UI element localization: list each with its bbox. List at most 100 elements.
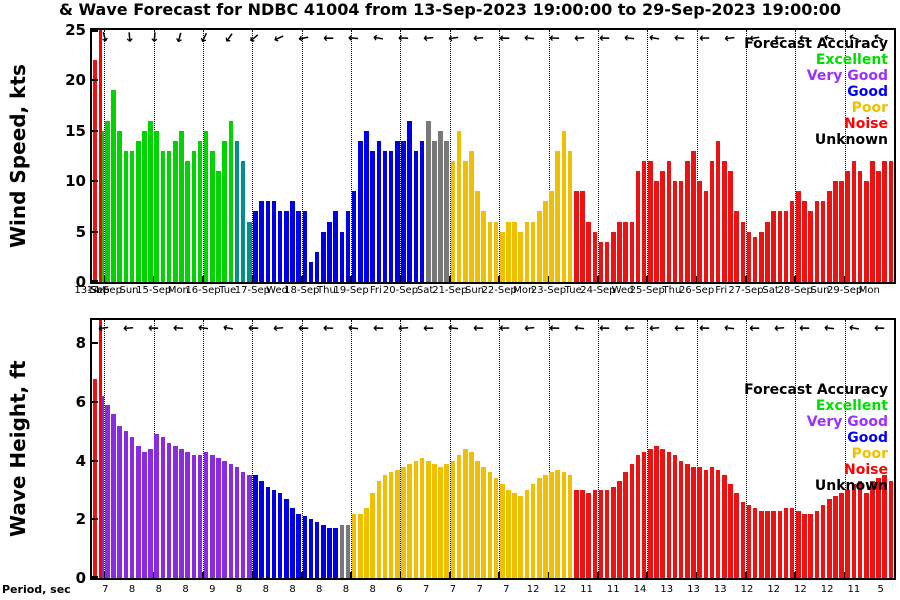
forecast-bar [666, 451, 672, 578]
x-tick-mark [152, 276, 155, 282]
x-tick-mark [103, 572, 106, 578]
forecast-bar [648, 161, 653, 282]
wave-height-chart: Forecast Accuracy Excellent Very Good Good… [76, 318, 896, 587]
period-value: 11 [606, 584, 620, 595]
forecast-bar [265, 201, 271, 282]
day-gridline [104, 320, 106, 578]
forecast-bar [173, 140, 178, 282]
direction-arrow-icon: → [244, 28, 263, 47]
forecast-bar [561, 130, 567, 282]
direction-arrow-icon: → [196, 319, 210, 336]
x-weekday-label: Thu [317, 285, 336, 296]
x-tick-mark [794, 572, 797, 578]
forecast-bar [339, 231, 345, 282]
forecast-bar [543, 201, 548, 282]
forecast-bar [857, 481, 863, 578]
forecast-bar [321, 231, 326, 282]
x-tick-mark [547, 572, 550, 578]
direction-arrow-icon: → [698, 29, 711, 46]
forecast-bar [586, 221, 591, 282]
forecast-bar [789, 201, 795, 282]
forecast-bar [129, 437, 135, 578]
legend-item-very-good: Very Good [806, 68, 888, 84]
legend-item-noise: Noise [844, 116, 888, 132]
forecast-bar [376, 140, 382, 282]
forecast-bar [358, 140, 363, 282]
forecast-bar [154, 130, 160, 282]
forecast-bar [685, 161, 690, 282]
forecast-bar [92, 60, 98, 282]
y-tick-label: 5 [75, 222, 86, 241]
forecast-bar [740, 221, 746, 282]
direction-arrow-icon: → [548, 319, 560, 336]
forecast-bar [148, 120, 153, 282]
forecast-bar [191, 150, 197, 282]
forecast-bar [765, 221, 770, 282]
forecast-bar [228, 463, 234, 578]
forecast-bar [796, 510, 801, 578]
x-date-label: 20-Sep [382, 285, 419, 296]
forecast-bar [444, 463, 449, 578]
period-value: 7 [102, 584, 109, 595]
direction-arrow-icon: → [447, 29, 461, 46]
direction-arrow-icon: → [847, 319, 862, 336]
legend-item-excellent: Excellent [815, 52, 888, 68]
forecast-bar [765, 510, 770, 578]
forecast-bar [179, 130, 184, 282]
day-gridline [499, 30, 501, 282]
forecast-bar [234, 140, 240, 282]
x-tick-mark [596, 276, 599, 282]
direction-arrow-icon: → [874, 319, 886, 336]
x-weekday-label: Mon [513, 285, 535, 296]
day-gridline [647, 320, 649, 578]
period-value: 8 [369, 584, 376, 595]
x-weekday-label: Wed [611, 285, 634, 296]
direction-arrow-icon: → [498, 319, 510, 336]
forecast-bar [722, 161, 727, 282]
forecast-bar [92, 378, 98, 578]
forecast-bar [160, 437, 166, 578]
x-tick-mark [350, 276, 353, 282]
day-gridline [844, 320, 846, 578]
direction-arrow-icon: → [172, 319, 184, 336]
x-weekday-label: Tue [564, 285, 582, 296]
period-value: 7 [503, 584, 510, 595]
direction-arrow-icon: → [472, 29, 485, 46]
forecast-bar [783, 507, 789, 578]
y-tick-label: 2 [75, 510, 86, 529]
direction-arrow-icon: → [723, 319, 736, 336]
period-value: 11 [580, 584, 593, 595]
x-tick-mark [448, 572, 451, 578]
day-gridline [795, 320, 797, 578]
forecast-bar [715, 469, 721, 578]
y-tick-mark [92, 180, 98, 183]
forecast-bar [820, 201, 826, 282]
forecast-accuracy-legend: Forecast Accuracy Excellent Very Good Good… [744, 36, 888, 148]
legend-items: Excellent Very Good Good Poor Noise Unknown [744, 398, 888, 494]
forecast-bar [438, 130, 443, 282]
forecast-bar [370, 492, 375, 578]
y-tick-mark [92, 518, 98, 521]
forecast-bar [487, 221, 493, 282]
forecast-bar [629, 221, 635, 282]
forecast-bar [530, 484, 536, 578]
forecast-bar [228, 120, 234, 282]
y-tick-mark [92, 230, 98, 233]
forecast-bar [203, 451, 209, 578]
forecast-bar [277, 211, 283, 282]
forecast-bar [105, 405, 110, 578]
direction-arrow-icon: → [598, 29, 610, 46]
x-tick-mark [596, 572, 599, 578]
forecast-bar [487, 472, 493, 578]
forecast-bar [432, 140, 437, 282]
direction-arrow-icon: → [323, 30, 334, 45]
forecast-bar [401, 466, 406, 578]
x-date-label: 27-Sep [728, 285, 764, 296]
forecast-bar [814, 201, 820, 282]
direction-arrow-icon: → [799, 319, 811, 336]
x-weekday-label: Sun [119, 285, 139, 296]
x-date-label: 25-Sep [629, 285, 665, 296]
forecast-bar [771, 510, 776, 578]
forecast-bar [117, 130, 123, 282]
direction-arrow-icon: → [270, 28, 287, 47]
